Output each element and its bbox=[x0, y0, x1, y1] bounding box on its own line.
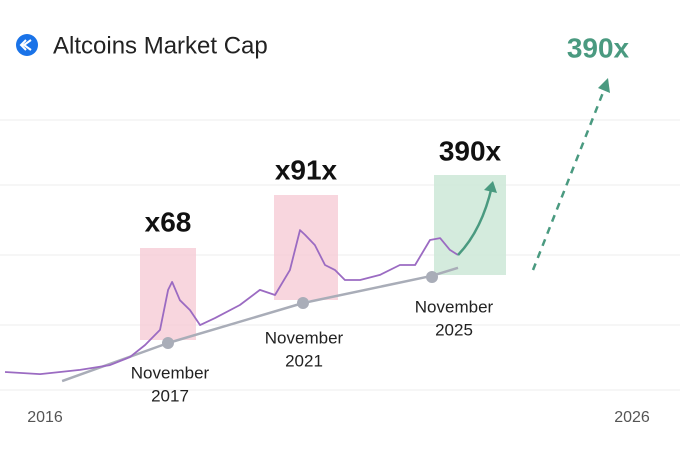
period-label: 2021 bbox=[285, 351, 323, 370]
period-point bbox=[426, 271, 438, 283]
period-label: November bbox=[415, 297, 494, 316]
highlight bbox=[274, 195, 338, 300]
annotation: x91x bbox=[275, 154, 338, 185]
period-point bbox=[162, 337, 174, 349]
logo-glyph bbox=[19, 39, 32, 51]
arrow bbox=[457, 185, 494, 256]
annotation: x68 bbox=[145, 206, 192, 237]
chart-title: Altcoins Market Cap bbox=[53, 32, 268, 59]
arrow-head bbox=[484, 181, 497, 193]
line bbox=[4, 229, 459, 375]
dashed-arrow bbox=[531, 89, 606, 271]
start-label: 2016 bbox=[27, 409, 63, 426]
end-label: 2026 bbox=[614, 409, 650, 426]
period-point bbox=[297, 297, 309, 309]
logo bbox=[16, 34, 38, 56]
annotation: 390x bbox=[439, 135, 502, 166]
period-label: November bbox=[131, 363, 210, 382]
annotation: 390x bbox=[567, 32, 630, 63]
period-label: 2025 bbox=[435, 320, 473, 339]
line bbox=[61, 266, 459, 383]
period-label: November bbox=[265, 328, 344, 347]
arrow-head bbox=[598, 78, 610, 93]
period-label: 2017 bbox=[151, 386, 189, 405]
